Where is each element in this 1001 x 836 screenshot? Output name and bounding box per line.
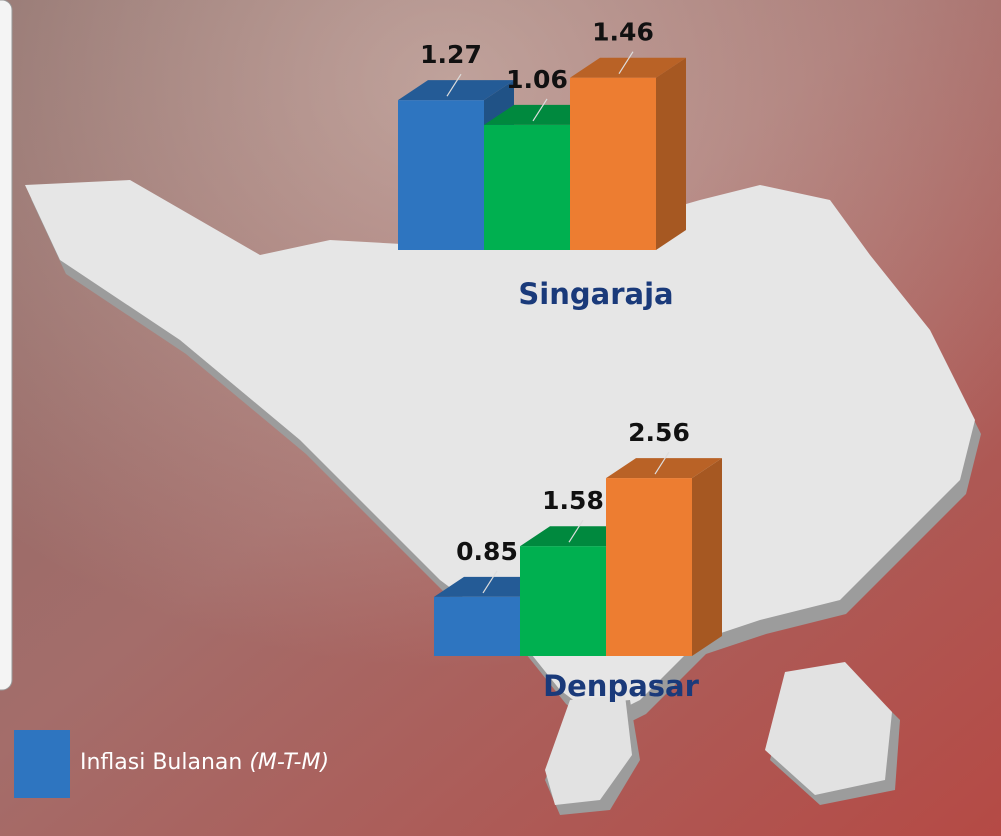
bar xyxy=(398,100,484,250)
bar xyxy=(520,546,606,656)
side-panel xyxy=(0,0,12,690)
bar-side xyxy=(692,458,722,656)
city-label: Denpasar xyxy=(543,669,700,703)
legend-text: Inflasi Bulanan xyxy=(80,750,242,775)
bar xyxy=(570,78,656,250)
value-label: 1.27 xyxy=(420,40,482,69)
bar xyxy=(434,597,520,656)
value-label: 0.85 xyxy=(456,537,518,566)
value-label: 1.06 xyxy=(506,65,568,94)
bar xyxy=(606,478,692,656)
bar xyxy=(484,125,570,250)
infographic: Inflasi Bulanan (M-T-M) 1.27 1.06 1.46 Sing… xyxy=(0,0,1001,836)
value-label: 1.58 xyxy=(542,486,604,515)
value-label: 1.46 xyxy=(592,18,654,47)
city-label: Singaraja xyxy=(518,277,673,311)
value-label: 2.56 xyxy=(628,418,690,447)
legend-label: Inflasi Bulanan (M-T-M) xyxy=(80,750,329,775)
legend-swatch xyxy=(14,730,70,798)
legend-note: (M-T-M) xyxy=(249,750,329,775)
bar-side xyxy=(656,58,686,250)
